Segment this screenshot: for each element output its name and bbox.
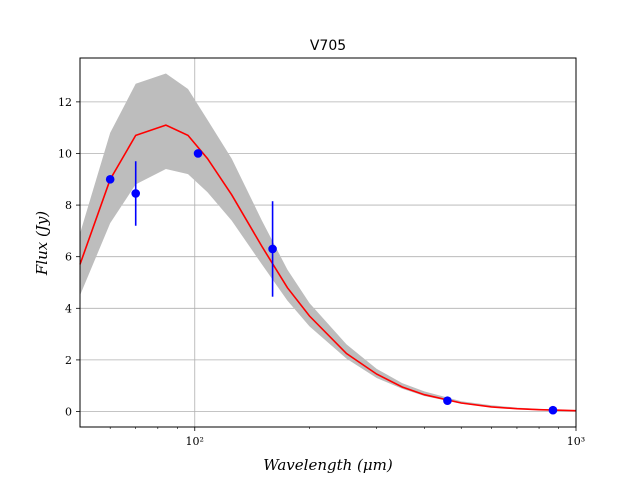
- y-tick-label: 0: [65, 406, 72, 419]
- y-tick-label: 12: [58, 96, 72, 109]
- x-tick-label: 10³: [567, 435, 585, 448]
- uncertainty-band: [80, 73, 576, 411]
- y-axis-label: Flux (Jy): [33, 211, 51, 276]
- data-point: [105, 174, 115, 184]
- data-point: [443, 396, 452, 405]
- x-axis-ticks: 10² 10³: [109, 427, 585, 448]
- x-tick-label: 10²: [186, 435, 204, 448]
- data-points: [105, 149, 558, 415]
- data-point: [131, 189, 141, 198]
- band-area: [80, 73, 576, 411]
- chart-title: V705: [310, 38, 346, 54]
- y-tick-label: 10: [58, 147, 72, 160]
- data-point: [193, 149, 203, 158]
- y-tick-label: 4: [65, 302, 72, 315]
- y-tick-label: 8: [65, 199, 72, 212]
- model-line: [79, 124, 577, 412]
- data-point: [548, 405, 558, 415]
- plot-frame: [79, 57, 577, 428]
- y-axis-ticks: 0 2 4 6 8 10 12: [58, 96, 80, 419]
- data-point: [268, 244, 277, 254]
- y-tick-label: 2: [65, 354, 72, 367]
- x-axis-label: Wavelength (μm): [263, 456, 393, 474]
- model-curve: [79, 124, 577, 412]
- y-tick-label: 6: [65, 251, 72, 264]
